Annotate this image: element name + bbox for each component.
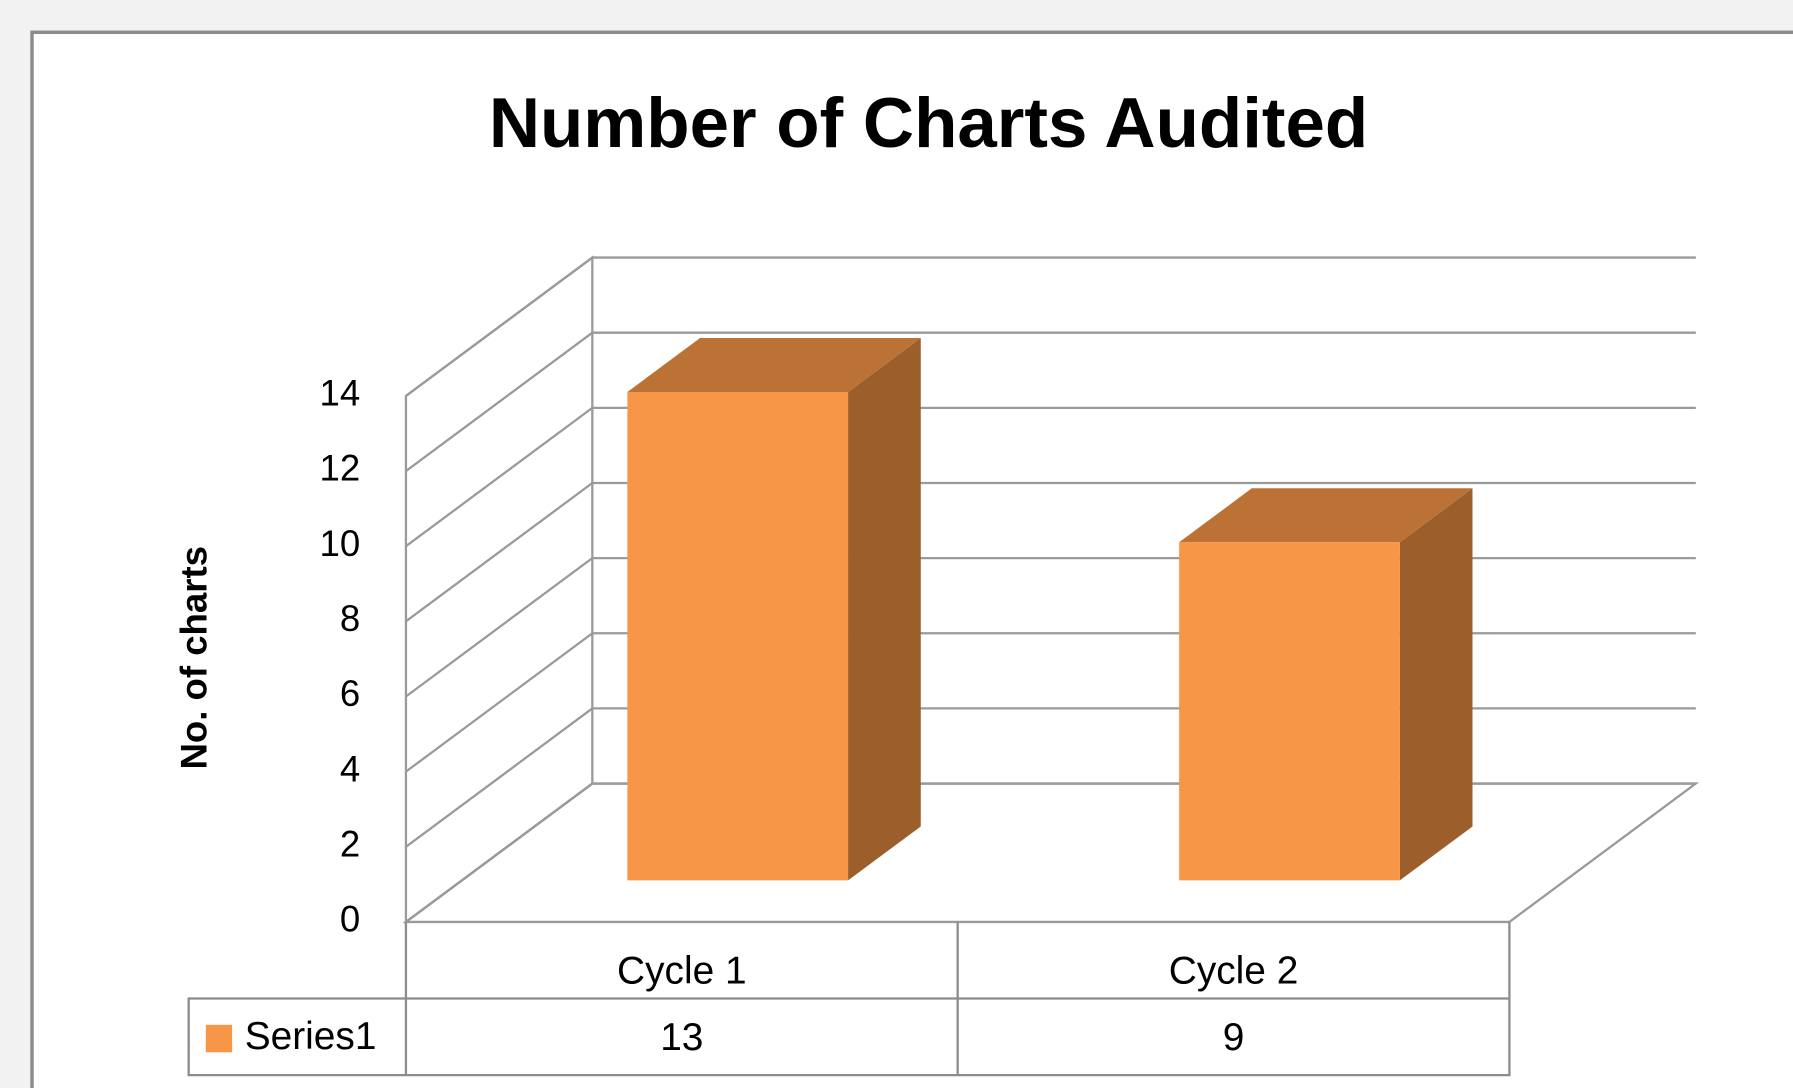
data-table-value: 9: [1223, 1016, 1245, 1059]
y-tick-label: 8: [340, 598, 360, 639]
bar-top: [627, 338, 921, 392]
legend-label: Series1: [245, 1015, 377, 1058]
bar-top: [1179, 488, 1473, 543]
y-tick-label: 0: [340, 899, 360, 940]
chart-title: Number of Charts Audited: [489, 84, 1368, 163]
y-axis-label: No. of charts: [173, 546, 214, 770]
bar-side: [1399, 488, 1473, 881]
grid-line: [405, 331, 1696, 472]
y-tick-label: 12: [320, 448, 361, 489]
y-tick-label: 4: [340, 748, 360, 789]
y-tick-label: 10: [320, 523, 361, 564]
x-tick-label: Cycle 1: [617, 950, 747, 993]
grid-line: [405, 406, 1696, 548]
y-tick-label: 14: [320, 373, 361, 414]
y-tick-label: 2: [340, 823, 360, 864]
legend-swatch: [205, 1024, 233, 1053]
bar-side: [848, 338, 921, 881]
data-table-grid: [187, 921, 1511, 1077]
grid-line: [405, 256, 1696, 397]
grid-line: [405, 481, 1696, 623]
data-table-value: 13: [660, 1016, 703, 1059]
bar: [1179, 542, 1400, 881]
y-tick-label: 6: [340, 673, 360, 714]
bar: [627, 391, 849, 881]
x-tick-label: Cycle 2: [1169, 950, 1299, 993]
